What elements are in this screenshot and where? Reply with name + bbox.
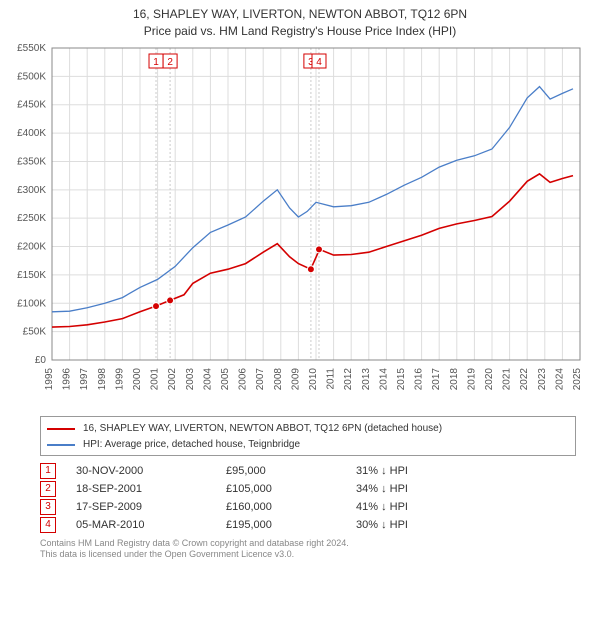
transaction-delta: 34% ↓ HPI	[356, 483, 456, 495]
svg-text:2014: 2014	[378, 367, 389, 390]
transaction-delta: 31% ↓ HPI	[356, 465, 456, 477]
svg-text:2006: 2006	[238, 367, 249, 390]
svg-text:4: 4	[316, 57, 322, 68]
transactions-table: 1 30-NOV-2000£95,00031% ↓ HPI 2 18-SEP-2001…	[40, 462, 576, 534]
svg-text:2010: 2010	[308, 367, 319, 390]
svg-text:2000: 2000	[132, 367, 143, 390]
legend-label: 16, SHAPLEY WAY, LIVERTON, NEWTON ABBOT,…	[83, 423, 442, 434]
price-chart: £0 £50K £100K £150K £200K £250K £300K £350K £400…	[0, 40, 600, 410]
svg-text:2002: 2002	[167, 367, 178, 390]
svg-text:2001: 2001	[150, 367, 161, 390]
title-subtitle: Price paid vs. HM Land Registry's House …	[0, 23, 600, 40]
svg-text:£350K: £350K	[17, 156, 46, 167]
svg-text:£300K: £300K	[17, 184, 46, 195]
transaction-row: 3 17-SEP-2009£160,00041% ↓ HPI	[40, 498, 576, 516]
transaction-marker: 3	[40, 499, 56, 515]
svg-text:£550K: £550K	[17, 43, 46, 54]
transaction-row: 4 05-MAR-2010£195,00030% ↓ HPI	[40, 516, 576, 534]
svg-text:£150K: £150K	[17, 270, 46, 281]
svg-text:£50K: £50K	[23, 326, 47, 337]
transaction-row: 1 30-NOV-2000£95,00031% ↓ HPI	[40, 462, 576, 480]
svg-text:2003: 2003	[185, 367, 196, 390]
legend-swatch	[47, 428, 75, 430]
svg-text:2009: 2009	[290, 367, 301, 390]
transaction-price: £95,000	[226, 465, 356, 477]
svg-text:2022: 2022	[519, 367, 530, 390]
svg-text:2017: 2017	[431, 367, 442, 390]
transaction-marker: 2	[40, 481, 56, 497]
svg-text:£400K: £400K	[17, 128, 46, 139]
svg-text:2023: 2023	[537, 367, 548, 390]
svg-text:2020: 2020	[484, 367, 495, 390]
transaction-row: 2 18-SEP-2001£105,00034% ↓ HPI	[40, 480, 576, 498]
chart-titles: 16, SHAPLEY WAY, LIVERTON, NEWTON ABBOT,…	[0, 0, 600, 40]
transaction-delta: 41% ↓ HPI	[356, 501, 456, 513]
svg-text:2013: 2013	[361, 367, 372, 390]
footer-attribution: Contains HM Land Registry data © Crown c…	[40, 538, 576, 561]
transaction-date: 05-MAR-2010	[76, 519, 226, 531]
transaction-price: £160,000	[226, 501, 356, 513]
svg-text:2015: 2015	[396, 367, 407, 390]
svg-text:2016: 2016	[414, 367, 425, 390]
svg-text:1997: 1997	[79, 367, 90, 390]
svg-text:£500K: £500K	[17, 71, 46, 82]
svg-text:2011: 2011	[326, 367, 337, 389]
transaction-date: 30-NOV-2000	[76, 465, 226, 477]
svg-text:2005: 2005	[220, 367, 231, 390]
svg-text:2008: 2008	[273, 367, 284, 390]
transaction-date: 17-SEP-2009	[76, 501, 226, 513]
transaction-marker: 1	[40, 463, 56, 479]
svg-text:2012: 2012	[343, 367, 354, 390]
svg-text:2004: 2004	[202, 367, 213, 390]
footer-line1: Contains HM Land Registry data © Crown c…	[40, 538, 576, 550]
svg-text:£0: £0	[35, 355, 47, 366]
svg-text:1996: 1996	[62, 367, 73, 390]
legend-swatch	[47, 444, 75, 446]
svg-text:£250K: £250K	[17, 213, 46, 224]
svg-text:£450K: £450K	[17, 99, 46, 110]
title-address: 16, SHAPLEY WAY, LIVERTON, NEWTON ABBOT,…	[0, 6, 600, 23]
legend-item: 16, SHAPLEY WAY, LIVERTON, NEWTON ABBOT,…	[47, 421, 569, 437]
svg-text:1998: 1998	[97, 367, 108, 390]
svg-text:2021: 2021	[502, 367, 513, 390]
svg-text:2007: 2007	[255, 367, 266, 390]
transaction-price: £105,000	[226, 483, 356, 495]
transaction-marker: 4	[40, 517, 56, 533]
svg-text:1: 1	[153, 57, 159, 68]
svg-text:2019: 2019	[466, 367, 477, 390]
svg-text:2: 2	[167, 57, 173, 68]
svg-text:2018: 2018	[449, 367, 460, 390]
svg-text:2024: 2024	[554, 367, 565, 390]
svg-text:2025: 2025	[572, 367, 583, 390]
legend: 16, SHAPLEY WAY, LIVERTON, NEWTON ABBOT,…	[40, 416, 576, 456]
svg-text:£100K: £100K	[17, 298, 46, 309]
legend-item: HPI: Average price, detached house, Teig…	[47, 437, 569, 453]
transaction-date: 18-SEP-2001	[76, 483, 226, 495]
transaction-delta: 30% ↓ HPI	[356, 519, 456, 531]
footer-line2: This data is licensed under the Open Gov…	[40, 549, 576, 561]
legend-label: HPI: Average price, detached house, Teig…	[83, 439, 300, 450]
svg-text:1999: 1999	[114, 367, 125, 390]
svg-text:£200K: £200K	[17, 241, 46, 252]
chart-area: £0 £50K £100K £150K £200K £250K £300K £350K £400…	[0, 40, 600, 410]
svg-text:1995: 1995	[44, 367, 55, 390]
transaction-price: £195,000	[226, 519, 356, 531]
